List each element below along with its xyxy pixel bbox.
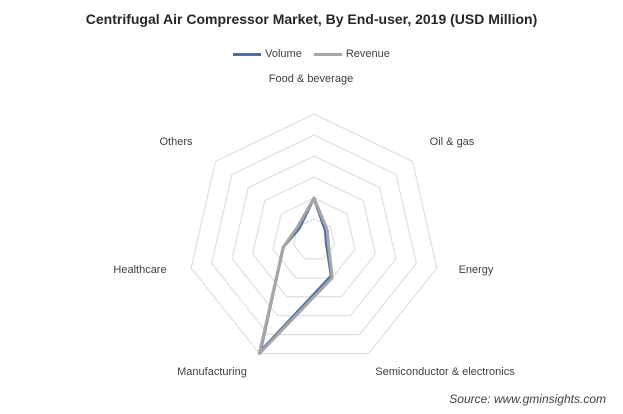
- series-volume: [258, 196, 333, 354]
- legend-label-volume: Volume: [265, 48, 302, 60]
- grid-ring-5: [211, 134, 417, 336]
- axis-label-1: Oil & gas: [430, 136, 475, 148]
- axis-label-0: Food & beverage: [269, 73, 353, 85]
- axis-label-4: Manufacturing: [177, 366, 247, 378]
- axis-label-6: Others: [159, 136, 193, 148]
- series-revenue: [257, 196, 334, 356]
- legend-swatch-volume: [233, 52, 262, 56]
- grid-ring-3: [252, 176, 376, 298]
- grid-ring-2: [272, 197, 356, 279]
- chart-title: Centrifugal Air Compressor Market, By En…: [85, 11, 538, 27]
- chart-legend: Volume Revenue: [0, 48, 623, 60]
- axis-label-5: Healthcare: [113, 264, 166, 276]
- legend-item-volume: Volume: [233, 48, 302, 60]
- radar-series: [257, 196, 334, 356]
- grid-ring-6: [190, 113, 438, 355]
- radar-axis-labels: Food & beverage Oil & gas Energy Semiconduc…: [113, 73, 515, 378]
- legend-label-revenue: Revenue: [345, 48, 390, 60]
- radar-grid: [190, 113, 438, 355]
- axis-label-2: Energy: [459, 264, 494, 276]
- source-credit: Source: www.gminsights.com: [449, 392, 606, 406]
- axis-label-3: Semiconductor & electronics: [375, 366, 515, 378]
- grid-ring-4: [231, 155, 397, 317]
- legend-item-revenue: Revenue: [313, 48, 390, 60]
- legend-swatch-revenue: [313, 52, 342, 56]
